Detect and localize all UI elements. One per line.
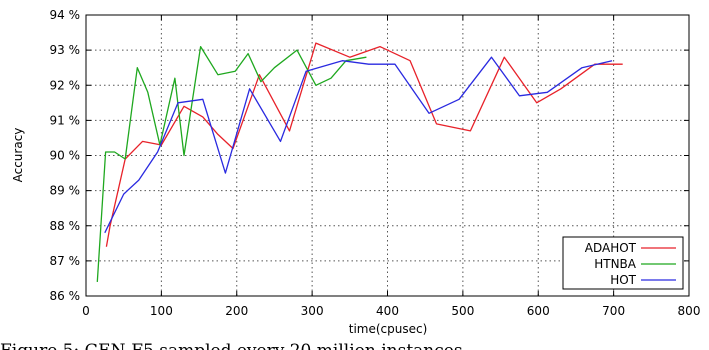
x-tick-label: 100 [150, 304, 173, 318]
series-line-htnba [96, 45, 367, 282]
y-tick-label: 88 % [50, 219, 81, 233]
series-line-adahot [105, 42, 623, 247]
legend-label-hot: HOT [610, 273, 636, 287]
x-tick-label: 400 [376, 304, 399, 318]
x-tick-label: 200 [225, 304, 248, 318]
legend-label-htnba: HTNBA [594, 257, 637, 271]
y-tick-label: 89 % [50, 184, 81, 198]
x-tick-label: 600 [527, 304, 550, 318]
y-tick-label: 93 % [50, 43, 81, 57]
y-tick-label: 86 % [50, 289, 81, 303]
y-tick-label: 92 % [50, 78, 81, 92]
x-tick-label: 700 [602, 304, 625, 318]
x-axis-label: time(cpusec) [349, 322, 428, 336]
x-tick-label: 800 [678, 304, 701, 318]
series-layer [96, 42, 623, 282]
legend: ADAHOT HTNBA HOT [562, 236, 684, 290]
figure-caption: Figure 5: GEN-F5 sampled every 20 millio… [0, 341, 463, 350]
x-tick-label: 0 [82, 304, 90, 318]
y-tick-label: 94 % [50, 8, 81, 22]
series-line-hot [104, 56, 613, 234]
y-tick-label: 90 % [50, 149, 81, 163]
x-tick-label: 500 [451, 304, 474, 318]
legend-label-adahot: ADAHOT [585, 241, 637, 255]
y-tick-label: 87 % [50, 254, 81, 268]
x-tick-label: 300 [301, 304, 324, 318]
y-axis-label: Accuracy [11, 128, 25, 183]
axis-ticks: 86 % 87 % 88 % 89 % 90 % 91 % 92 % 93 % 94 % 0 100… [50, 8, 701, 318]
y-tick-label: 91 % [50, 113, 81, 127]
